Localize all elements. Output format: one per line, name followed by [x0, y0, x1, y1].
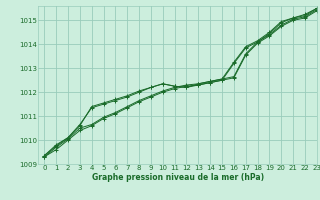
X-axis label: Graphe pression niveau de la mer (hPa): Graphe pression niveau de la mer (hPa)	[92, 173, 264, 182]
